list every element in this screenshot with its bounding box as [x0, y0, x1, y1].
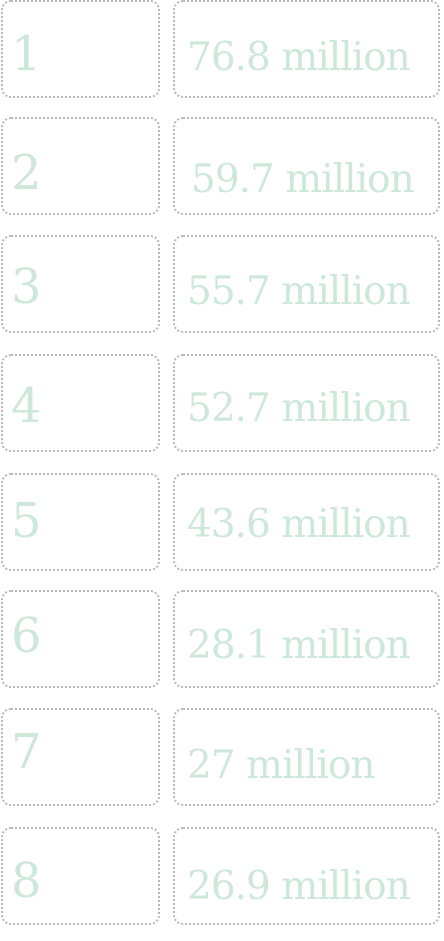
rank-cell: 3	[1, 235, 160, 333]
value-text: 43.6 million	[187, 502, 411, 547]
rank-number: 1	[11, 26, 42, 82]
ranking-row: 3 55.7 million	[0, 235, 444, 335]
value-text: 52.7 million	[187, 386, 411, 431]
value-cell: 27 million	[173, 708, 440, 806]
value-cell: 43.6 million	[173, 473, 440, 571]
rank-cell: 1	[1, 0, 160, 98]
value-cell: 28.1 million	[173, 590, 440, 688]
rank-number: 7	[11, 724, 42, 780]
ranking-row: 1 76.8 million	[0, 0, 444, 100]
ranking-row: 5 43.6 million	[0, 473, 444, 573]
value-text: 26.9 million	[187, 864, 411, 909]
rank-number: 3	[11, 259, 42, 315]
rank-number: 6	[11, 608, 42, 664]
rank-cell: 2	[1, 117, 160, 215]
rank-number: 2	[11, 145, 42, 201]
value-cell: 76.8 million	[173, 0, 440, 98]
ranking-row: 4 52.7 million	[0, 354, 444, 454]
value-text: 55.7 million	[187, 269, 411, 314]
value-cell: 26.9 million	[173, 827, 440, 925]
rank-cell: 4	[1, 354, 160, 452]
value-cell: 55.7 million	[173, 235, 440, 333]
rank-cell: 8	[1, 827, 160, 925]
value-cell: 59.7 million	[173, 117, 440, 215]
value-text: 27 million	[187, 743, 375, 788]
ranking-row: 2 59.7 million	[0, 117, 444, 217]
value-cell: 52.7 million	[173, 354, 440, 452]
rank-cell: 7	[1, 708, 160, 806]
ranking-row: 7 27 million	[0, 708, 444, 808]
rank-number: 5	[11, 493, 42, 549]
rank-number: 4	[11, 378, 42, 434]
ranking-row: 6 28.1 million	[0, 590, 444, 690]
value-text: 76.8 million	[187, 35, 411, 80]
rank-cell: 6	[1, 590, 160, 688]
ranking-row: 8 26.9 million	[0, 827, 444, 927]
value-text: 59.7 million	[191, 157, 415, 202]
value-text: 28.1 million	[187, 623, 411, 668]
rank-cell: 5	[1, 473, 160, 571]
rank-number: 8	[11, 853, 42, 909]
